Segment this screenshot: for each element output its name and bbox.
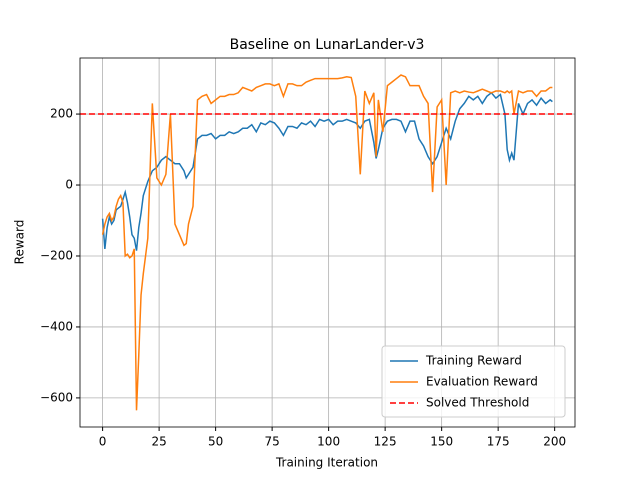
x-tick-label: 0 — [99, 435, 107, 449]
y-tick-label: 0 — [65, 178, 73, 192]
x-tick-label: 25 — [151, 435, 166, 449]
legend-label: Evaluation Reward — [426, 375, 538, 389]
x-axis-label: Training Iteration — [275, 456, 378, 470]
data-line — [101, 91, 553, 251]
x-tick-label: 75 — [264, 435, 279, 449]
y-tick-label: 200 — [50, 107, 73, 121]
legend: Training Reward Evaluation Reward Solved T… — [381, 345, 566, 418]
y-axis-label: Reward — [13, 220, 27, 265]
legend-label: Solved Threshold — [426, 396, 529, 410]
legend-box — [381, 345, 566, 418]
x-tick-label: 50 — [208, 435, 223, 449]
data-line — [101, 74, 553, 411]
x-tick-label: 150 — [430, 435, 453, 449]
legend-label: Training Reward — [425, 354, 522, 368]
x-tick-label: 125 — [374, 435, 397, 449]
x-tick-label: 175 — [487, 435, 510, 449]
y-tick-label: −200 — [40, 248, 73, 262]
x-tick-label: 100 — [317, 435, 340, 449]
chart-title: Baseline on LunarLander-v3 — [230, 37, 425, 53]
x-tick-label: 200 — [543, 435, 566, 449]
y-tick-label: −400 — [40, 319, 73, 333]
plot-frame — [79, 57, 576, 428]
y-tick-label: −600 — [40, 390, 73, 404]
